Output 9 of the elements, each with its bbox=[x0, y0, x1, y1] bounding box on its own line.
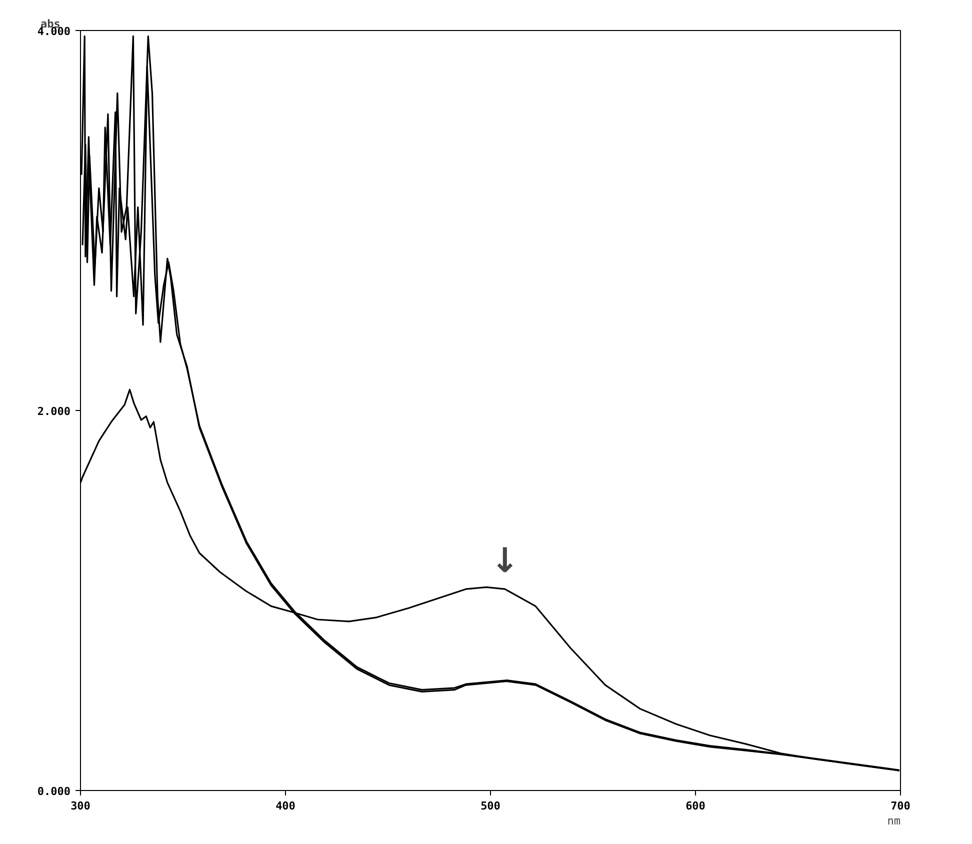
x-tick-label: 500 bbox=[480, 800, 500, 812]
x-axis-title: nm bbox=[887, 814, 901, 828]
x-tick-label: 300 bbox=[70, 800, 90, 812]
y-tick-label: 2.000 bbox=[37, 405, 71, 418]
x-tick-label: 700 bbox=[890, 800, 910, 812]
y-tick-label: 0.000 bbox=[37, 785, 71, 798]
x-tick-label: 400 bbox=[276, 800, 296, 812]
x-tick-label: 600 bbox=[686, 800, 706, 812]
annotation: ↓ bbox=[490, 541, 520, 582]
